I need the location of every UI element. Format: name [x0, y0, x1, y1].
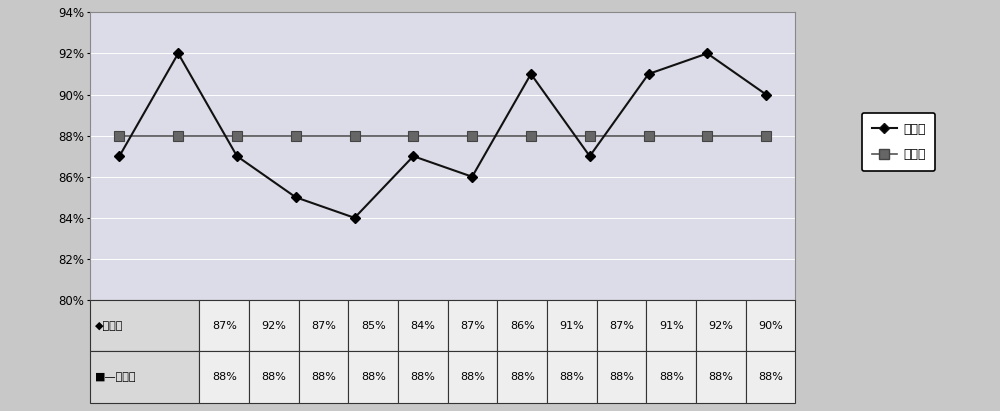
Legend: 合格率, 平均値: 合格率, 平均値	[862, 113, 935, 171]
